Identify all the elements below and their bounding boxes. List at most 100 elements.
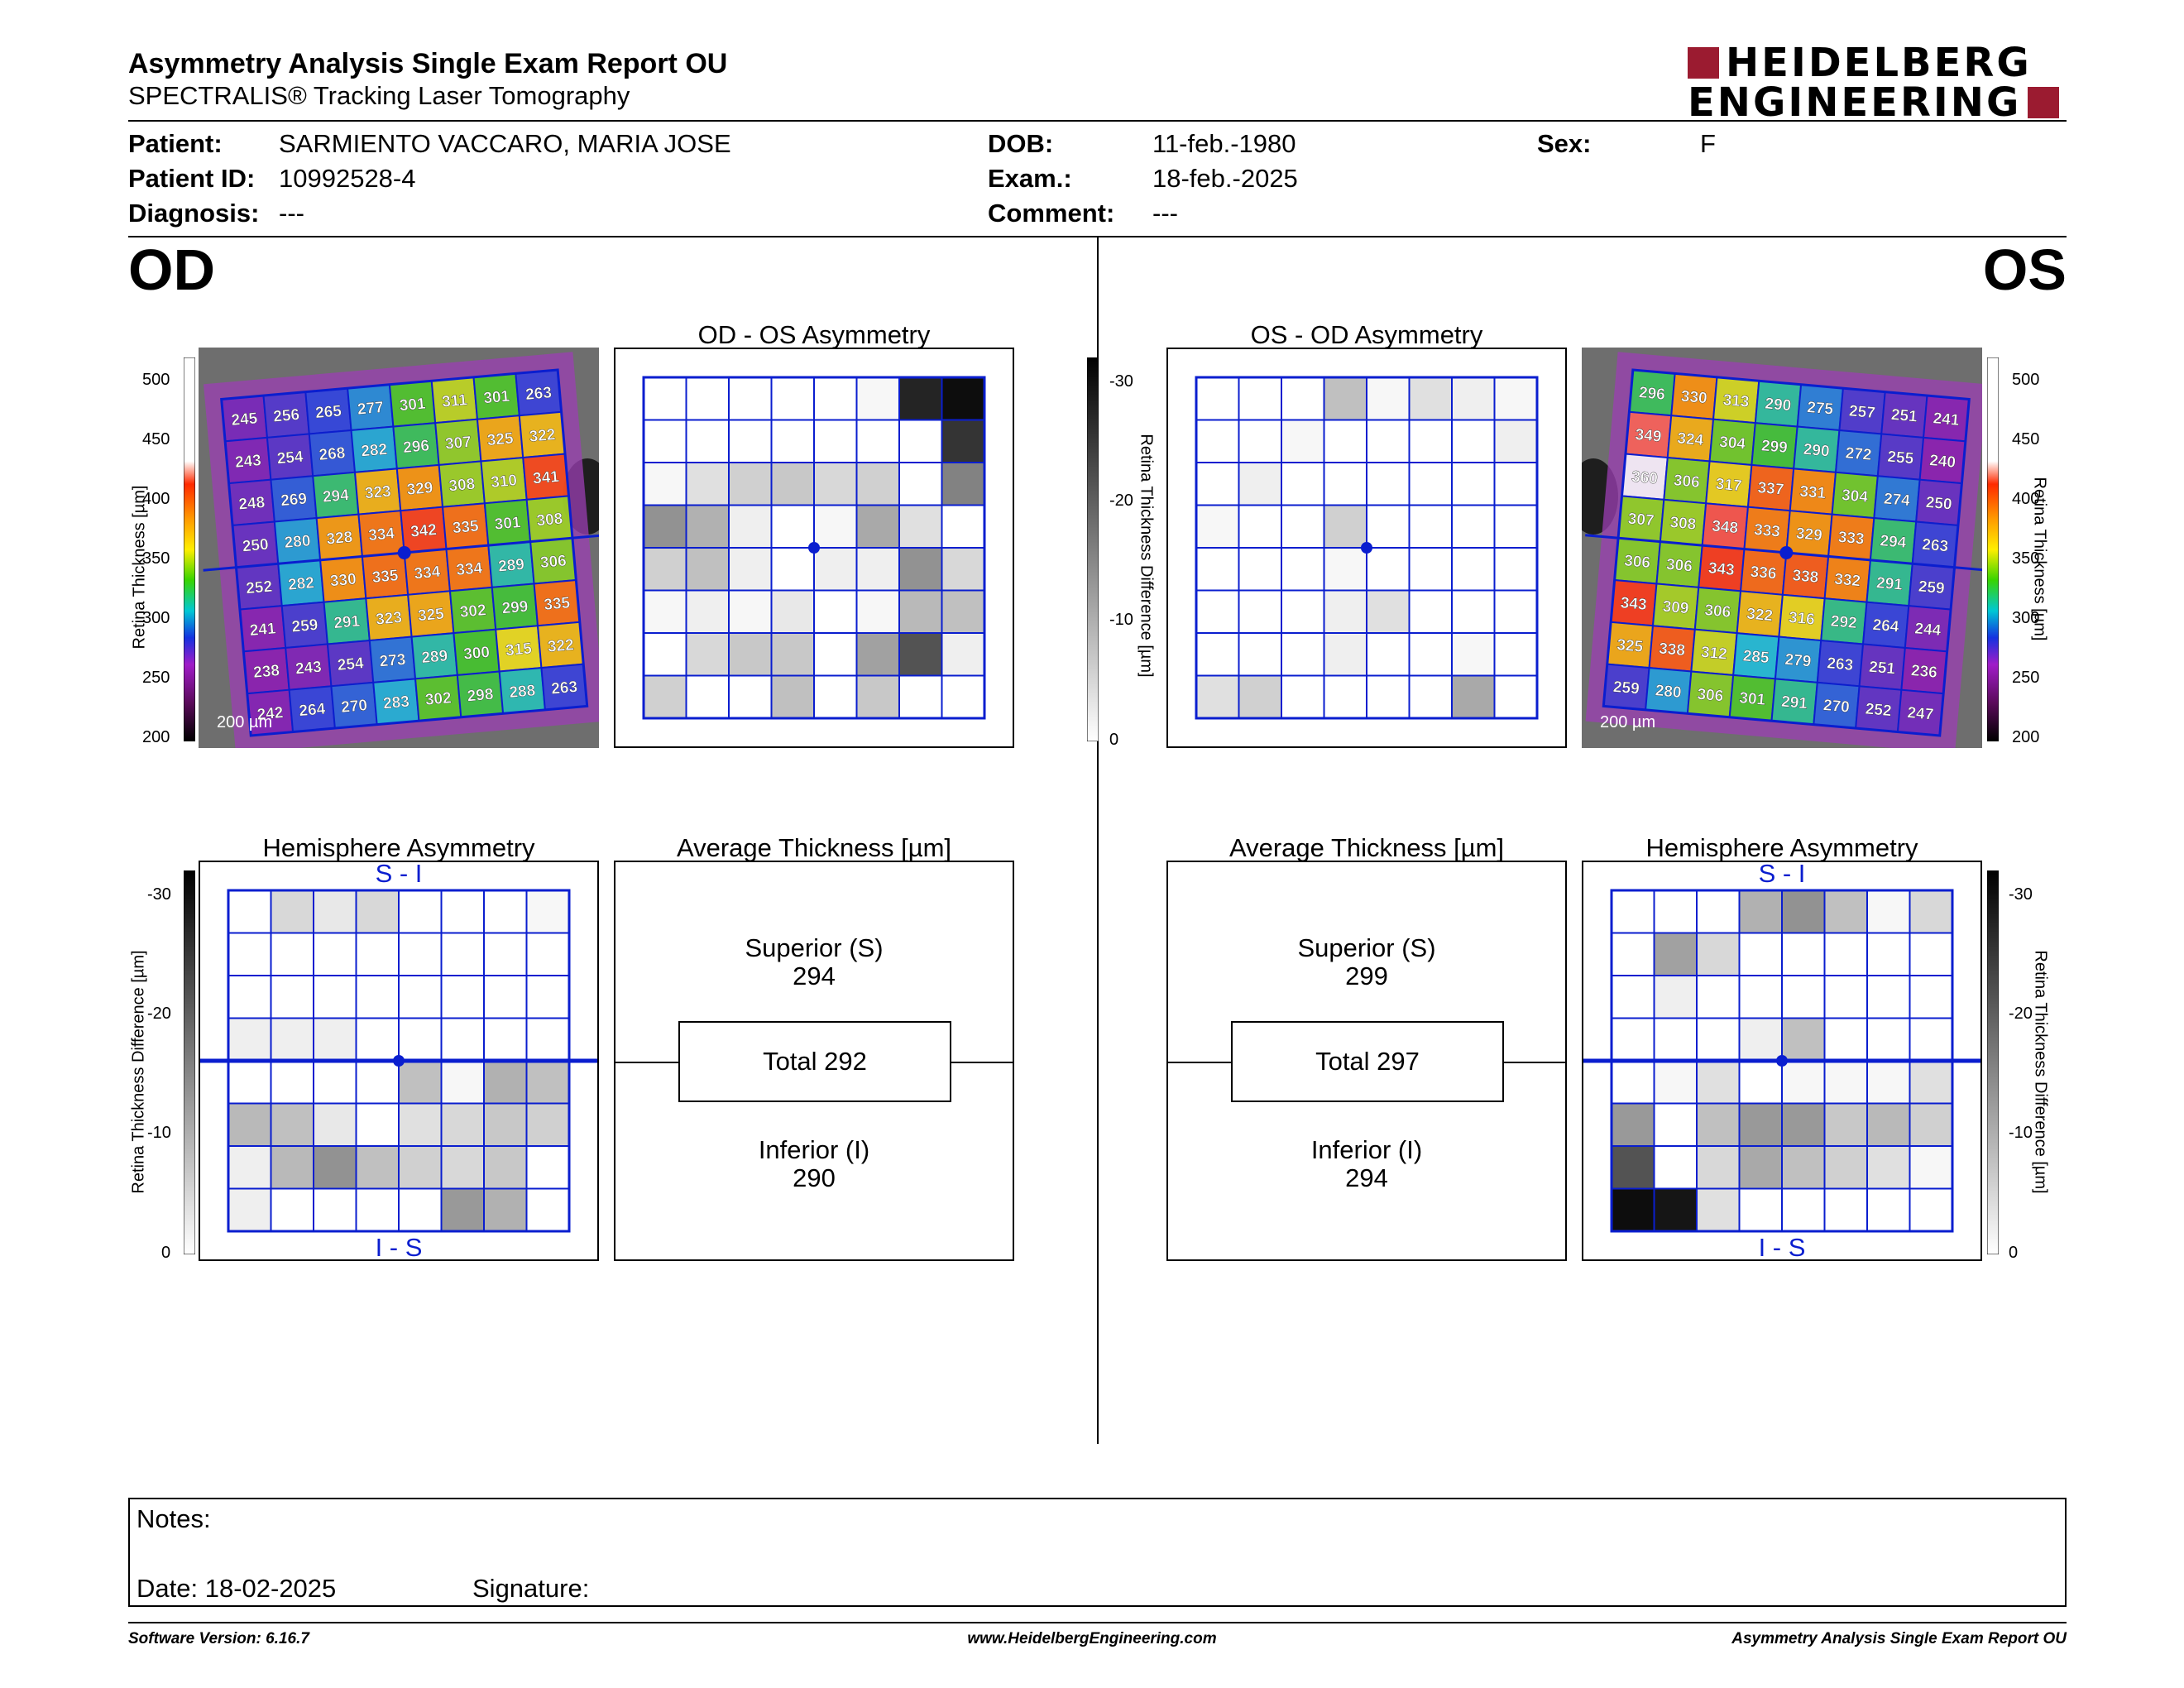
od-thickness-value: 299 bbox=[501, 598, 529, 618]
os-thickness-value: 263 bbox=[1922, 536, 1949, 556]
os-asym-cell bbox=[1323, 462, 1367, 506]
os-hemi-cell bbox=[1866, 1017, 1911, 1062]
os-thick-tick: 300 bbox=[2012, 609, 2040, 627]
os-thickness-value: 333 bbox=[1837, 529, 1865, 549]
od-asym-cell bbox=[941, 376, 985, 421]
od-thickness-value: 268 bbox=[318, 444, 346, 464]
patient-id-value: 10992528-4 bbox=[279, 164, 416, 193]
diagnosis-value: --- bbox=[279, 199, 304, 228]
os-thickness-value: 306 bbox=[1665, 556, 1693, 576]
od-hemi-cell bbox=[483, 1145, 528, 1190]
od-thickness-value: 323 bbox=[375, 609, 402, 629]
od-asym-cell bbox=[941, 462, 985, 506]
os-hemi-cell bbox=[1823, 890, 1868, 934]
center-diff-tick: -30 bbox=[1109, 372, 1133, 391]
os-asym-cell bbox=[1493, 547, 1538, 592]
os-thickness-value: 250 bbox=[1925, 494, 1952, 514]
od-asym-cell bbox=[728, 547, 773, 592]
os-hemi-cell bbox=[1781, 1060, 1826, 1105]
od-hemi-diff-axis-label: Retina Thickness Difference [µm] bbox=[129, 950, 148, 1194]
os-inferior-label: Inferior (I) bbox=[1310, 1135, 1423, 1164]
os-hemi-cell bbox=[1823, 975, 1868, 1019]
od-hemi-diff-tick: -20 bbox=[147, 1005, 171, 1023]
os-hemi-cell bbox=[1781, 1145, 1826, 1190]
os-hemi-cell bbox=[1696, 975, 1741, 1019]
os-hemi-cell bbox=[1611, 1017, 1655, 1062]
od-asym-cell bbox=[685, 547, 730, 592]
os-thickness-value: 279 bbox=[1784, 651, 1812, 671]
os-fundus-fovea-dot bbox=[1779, 545, 1794, 559]
os-superior-value: 299 bbox=[1345, 961, 1388, 990]
od-asym-cell bbox=[855, 632, 900, 677]
od-thickness-value: 334 bbox=[456, 559, 484, 579]
od-thickness-value: 325 bbox=[417, 606, 445, 626]
os-thickness-value: 312 bbox=[1700, 644, 1727, 664]
od-thickness-value: 298 bbox=[467, 686, 494, 706]
report-title: Asymmetry Analysis Single Exam Report OU bbox=[128, 48, 728, 79]
software-version: Software Version: 6.16.7 bbox=[128, 1630, 309, 1647]
od-hemi-cell bbox=[398, 1017, 443, 1062]
od-asym-cell bbox=[643, 547, 687, 592]
od-thickness-value: 269 bbox=[280, 491, 307, 511]
od-thickness-value: 294 bbox=[322, 487, 350, 506]
od-asym-cell bbox=[813, 589, 858, 634]
od-asym-cell bbox=[770, 504, 815, 549]
od-asym-cell bbox=[941, 419, 985, 463]
website-link[interactable]: www.HeidelbergEngineering.com bbox=[967, 1630, 1217, 1647]
os-thickness-value: 247 bbox=[1907, 704, 1934, 724]
os-asym-cell bbox=[1238, 547, 1282, 592]
os-asym-cell bbox=[1195, 376, 1240, 421]
os-asym-cell bbox=[1238, 504, 1282, 549]
od-thickness-value: 289 bbox=[497, 556, 524, 576]
od-hemi-cell bbox=[440, 1060, 485, 1105]
od-eye-label: OD bbox=[128, 237, 215, 302]
os-inferior-value: 294 bbox=[1345, 1163, 1388, 1192]
os-thick-tick: 200 bbox=[2012, 728, 2040, 746]
os-hemi-cell bbox=[1696, 890, 1741, 934]
os-hemisphere-title: Hemisphere Asymmetry bbox=[1645, 833, 1918, 862]
comment-value: --- bbox=[1152, 199, 1178, 228]
center-divider bbox=[1097, 237, 1099, 1444]
os-asym-cell bbox=[1451, 589, 1496, 634]
os-asym-cell bbox=[1281, 632, 1325, 677]
os-hemi-cell bbox=[1823, 1102, 1868, 1147]
od-hemi-cell bbox=[355, 932, 400, 976]
od-thickness-value: 289 bbox=[421, 647, 448, 667]
od-hemi-cell bbox=[355, 1187, 400, 1232]
od-asym-cell bbox=[685, 674, 730, 719]
od-hemi-cell bbox=[270, 932, 314, 976]
os-hemi-diff-tick: -10 bbox=[2009, 1124, 2033, 1142]
os-thickness-value: 343 bbox=[1620, 594, 1647, 614]
logo-square-icon bbox=[1688, 47, 1719, 79]
od-thickness-value: 245 bbox=[231, 410, 259, 429]
od-asym-cell bbox=[941, 589, 985, 634]
os-thickness-value: 331 bbox=[1799, 483, 1827, 503]
os-hemi-cell bbox=[1909, 1060, 1953, 1105]
os-asym-cell bbox=[1366, 419, 1410, 463]
od-hemisphere-title: Hemisphere Asymmetry bbox=[262, 833, 535, 862]
od-hemi-top-label: S - I bbox=[375, 859, 423, 888]
os-asym-cell bbox=[1451, 462, 1496, 506]
od-hemi-cell bbox=[355, 890, 400, 934]
os-hemi-cell bbox=[1696, 1187, 1741, 1232]
od-thickness-value: 335 bbox=[371, 567, 400, 587]
od-hemi-cell bbox=[355, 975, 400, 1019]
od-thickness-value: 243 bbox=[295, 659, 322, 679]
od-asym-cell bbox=[685, 589, 730, 634]
os-thickness-value: 338 bbox=[1658, 640, 1685, 660]
od-hemi-diff-colorbar bbox=[183, 870, 196, 1255]
os-thickness-value: 290 bbox=[1765, 396, 1792, 415]
os-hemi-cell bbox=[1611, 1145, 1655, 1190]
od-thickness-value: 263 bbox=[550, 679, 577, 698]
os-thickness-value: 360 bbox=[1631, 468, 1658, 488]
od-asym-cell bbox=[685, 462, 730, 506]
od-thickness-value: 291 bbox=[333, 612, 362, 632]
os-thickness-value: 336 bbox=[1750, 563, 1777, 583]
od-thickness-value: 283 bbox=[382, 693, 410, 713]
os-hemi-cell bbox=[1738, 975, 1783, 1019]
logo-square-icon bbox=[2028, 87, 2060, 118]
os-thickness-value: 251 bbox=[1890, 406, 1918, 426]
os-asym-cell bbox=[1366, 462, 1410, 506]
os-asym-cell bbox=[1451, 376, 1496, 421]
od-asym-cell bbox=[855, 504, 900, 549]
